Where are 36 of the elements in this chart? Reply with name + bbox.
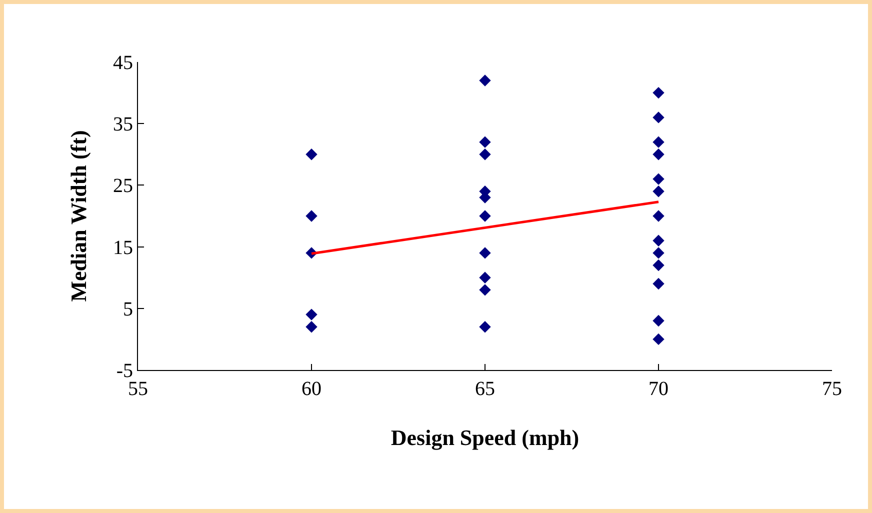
point <box>479 247 491 259</box>
point <box>479 148 491 160</box>
point <box>652 136 664 148</box>
x-tick-label: 75 <box>822 378 842 400</box>
point <box>479 74 491 86</box>
point <box>652 247 664 259</box>
point <box>652 148 664 160</box>
y-tick-label: 25 <box>113 175 133 198</box>
point <box>652 314 664 327</box>
x-tick-label: 70 <box>648 378 668 400</box>
y-tick-label: 35 <box>113 114 133 136</box>
x-tick-label: 60 <box>302 378 322 400</box>
point <box>652 234 664 246</box>
point <box>479 210 491 222</box>
point <box>652 186 664 198</box>
y-tick-label: 45 <box>113 52 133 74</box>
y-axis-title: Median Width (ft) <box>66 130 91 302</box>
point <box>652 333 664 346</box>
point <box>479 272 491 284</box>
x-tick-label: 65 <box>475 378 495 400</box>
point <box>652 86 664 99</box>
point <box>479 136 491 148</box>
point <box>652 278 664 290</box>
point <box>652 259 664 272</box>
point <box>652 210 664 222</box>
point <box>652 112 664 124</box>
point <box>479 284 491 296</box>
point <box>479 321 491 333</box>
point <box>306 321 318 333</box>
y-tick-label: 5 <box>123 298 133 320</box>
y-tick-label: 15 <box>113 236 133 259</box>
point <box>306 210 318 222</box>
x-axis-title: Design Speed (mph) <box>390 424 580 450</box>
point <box>652 173 664 185</box>
point <box>306 308 318 320</box>
point <box>306 148 318 160</box>
